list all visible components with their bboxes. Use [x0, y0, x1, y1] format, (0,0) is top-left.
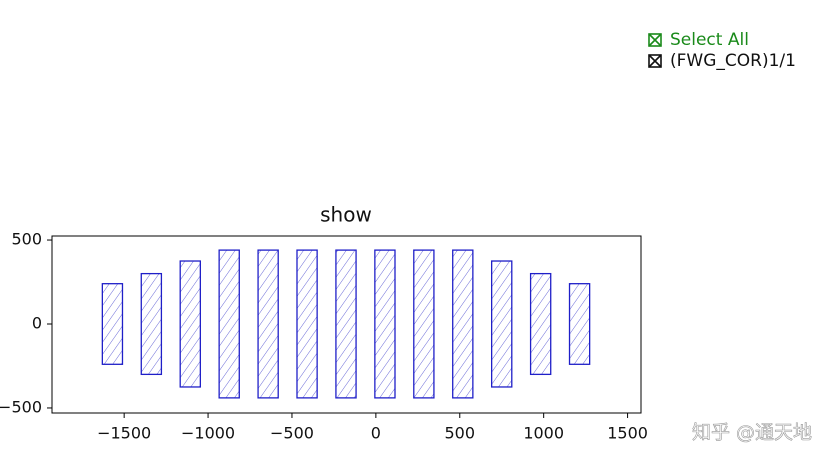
axes-frame — [51, 235, 642, 414]
hatched-rect — [257, 249, 279, 399]
x-tick-label: −500 — [270, 424, 314, 443]
checkbox-cross[interactable] — [648, 33, 662, 47]
x-tick-label: −1000 — [181, 424, 235, 443]
y-tick-label: 500 — [11, 230, 42, 249]
checkbox[interactable] — [648, 33, 662, 47]
hatched-rect — [140, 272, 163, 376]
chart-title: show — [320, 203, 372, 227]
hatched-rect — [491, 260, 513, 388]
hatched-rect — [374, 249, 396, 399]
hatched-rect — [218, 249, 240, 399]
hatched-rect — [101, 283, 124, 365]
x-tick-label: 500 — [444, 424, 475, 443]
y-tick-label: 0 — [32, 313, 42, 332]
checkbox-cross[interactable] — [648, 54, 662, 68]
checkbox-label[interactable]: Select All — [670, 30, 749, 50]
checkbox-label[interactable]: (FWG_COR)1/1 — [670, 51, 796, 71]
hatched-rect — [568, 283, 591, 365]
hatched-rect — [413, 249, 435, 399]
x-tick-label: −1500 — [97, 424, 151, 443]
watermark: 知乎 @通天地 — [692, 422, 812, 444]
x-tick-label: 1000 — [523, 424, 564, 443]
checkbox[interactable] — [648, 54, 662, 68]
hatched-rect — [452, 249, 474, 399]
hatched-rect — [179, 260, 201, 388]
x-tick-label: 1500 — [607, 424, 648, 443]
hatched-rect — [529, 272, 552, 376]
y-tick-label: −500 — [0, 397, 42, 416]
hatched-rect — [335, 249, 357, 399]
x-tick-label: 0 — [371, 424, 381, 443]
hatched-rect — [296, 249, 318, 399]
